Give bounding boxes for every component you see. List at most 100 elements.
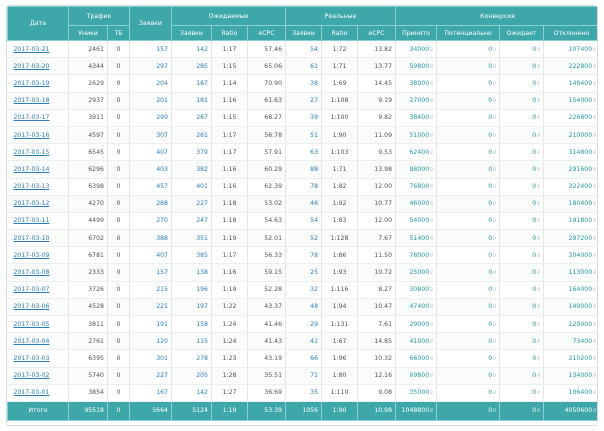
cell-real-leads[interactable]: 32 xyxy=(285,281,323,299)
cell-leads[interactable]: 388 xyxy=(129,229,172,248)
cell-leads[interactable]: 167 xyxy=(129,384,172,402)
cell-leads[interactable]: 191 xyxy=(129,315,172,334)
cell-leads[interactable]: 204 xyxy=(129,74,172,93)
cell-rejected[interactable]: 297200₽ xyxy=(543,229,597,248)
cell-rejected[interactable]: 226800₽ xyxy=(543,109,597,127)
col-header-date[interactable]: Дата xyxy=(7,6,69,41)
cell-expected-leads[interactable]: 278 xyxy=(171,349,212,368)
cell-expected-leads[interactable]: 187 xyxy=(171,74,212,93)
cell-accepted[interactable]: 46000₽ xyxy=(395,195,438,213)
cell-real-leads[interactable]: 39 xyxy=(285,109,323,127)
cell-real-leads[interactable]: 46 xyxy=(285,195,323,213)
date-link[interactable]: 2017-03-05 xyxy=(7,315,69,334)
cell-waiting[interactable]: 0₽ xyxy=(499,143,545,162)
cell-potential[interactable]: 0₽ xyxy=(436,40,501,59)
cell-rejected[interactable]: 210200₽ xyxy=(543,349,597,368)
cell-rejected[interactable]: 304000₽ xyxy=(543,246,597,265)
cell-accepted[interactable]: 59800₽ xyxy=(395,57,438,76)
cell-real-leads[interactable]: 54 xyxy=(285,40,323,59)
cell-potential[interactable]: 0₽ xyxy=(436,315,501,334)
cell-leads[interactable]: 120 xyxy=(129,332,172,351)
cell-waiting[interactable]: 0₽ xyxy=(499,229,545,248)
cell-rejected[interactable]: 210000₽ xyxy=(543,126,597,145)
cell-expected-leads[interactable]: 379 xyxy=(171,143,212,162)
cell-potential[interactable]: 0₽ xyxy=(436,229,501,248)
cell-expected-leads[interactable]: 385 xyxy=(171,246,212,265)
cell-rejected[interactable]: 180400₽ xyxy=(543,195,597,213)
cell-potential[interactable]: 0₽ xyxy=(436,281,501,299)
cell-expected-leads[interactable]: 197 xyxy=(171,298,212,317)
cell-waiting[interactable]: 0₽ xyxy=(499,384,545,402)
date-link[interactable]: 2017-03-03 xyxy=(7,349,69,368)
cell-waiting[interactable]: 0₽ xyxy=(499,57,545,76)
cell-expected-leads[interactable]: 115 xyxy=(171,332,212,351)
cell-rejected[interactable]: 73400₽ xyxy=(543,332,597,351)
cell-accepted[interactable]: 62400₽ xyxy=(395,143,438,162)
cell-leads[interactable]: 221 xyxy=(129,298,172,317)
cell-leads[interactable]: 297 xyxy=(129,57,172,76)
cell-accepted[interactable]: 35000₽ xyxy=(395,384,438,402)
col-header-rejected[interactable]: Отклонено xyxy=(543,25,597,41)
cell-expected-leads[interactable]: 205 xyxy=(171,367,212,385)
cell-expected-leads[interactable]: 181 xyxy=(171,92,212,110)
cell-real-leads[interactable]: 25 xyxy=(285,263,323,282)
cell-waiting[interactable]: 0₽ xyxy=(499,92,545,110)
cell-expected-leads[interactable]: 227 xyxy=(171,195,212,213)
cell-accepted[interactable]: 51000₽ xyxy=(395,126,438,145)
cell-rejected[interactable]: 134000₽ xyxy=(543,367,597,385)
date-link[interactable]: 2017-03-01 xyxy=(7,384,69,402)
date-link[interactable]: 2017-03-09 xyxy=(7,246,69,265)
cell-waiting[interactable]: 0₽ xyxy=(499,367,545,385)
cell-rejected[interactable]: 106400₽ xyxy=(543,384,597,402)
cell-accepted[interactable]: 51400₽ xyxy=(395,229,438,248)
col-header-expected-ecpc[interactable]: eCPC xyxy=(246,25,287,41)
date-link[interactable]: 2017-03-18 xyxy=(7,92,69,110)
cell-real-leads[interactable]: 27 xyxy=(285,92,323,110)
date-link[interactable]: 2017-03-04 xyxy=(7,332,69,351)
date-link[interactable]: 2017-03-07 xyxy=(7,281,69,299)
cell-rejected[interactable]: 154000₽ xyxy=(543,92,597,110)
cell-real-leads[interactable]: 71 xyxy=(285,367,323,385)
cell-accepted[interactable]: 66000₽ xyxy=(395,349,438,368)
date-link[interactable]: 2017-03-12 xyxy=(7,195,69,213)
cell-rejected[interactable]: 149000₽ xyxy=(543,298,597,317)
cell-expected-leads[interactable]: 401 xyxy=(171,178,212,196)
cell-potential[interactable]: 0₽ xyxy=(436,143,501,162)
cell-waiting[interactable]: 0₽ xyxy=(499,332,545,351)
cell-expected-leads[interactable]: 267 xyxy=(171,109,212,127)
cell-waiting[interactable]: 0₽ xyxy=(499,126,545,145)
cell-waiting[interactable]: 0₽ xyxy=(499,246,545,265)
col-header-waiting[interactable]: Ожидает xyxy=(499,25,545,41)
cell-potential[interactable]: 0₽ xyxy=(436,246,501,265)
cell-rejected[interactable]: 314800₽ xyxy=(543,143,597,162)
col-header-uniques[interactable]: Уники xyxy=(68,25,108,41)
cell-leads[interactable]: 268 xyxy=(129,195,172,213)
cell-leads[interactable]: 215 xyxy=(129,281,172,299)
cell-leads[interactable]: 201 xyxy=(129,92,172,110)
cell-real-leads[interactable]: 29 xyxy=(285,315,323,334)
cell-real-leads[interactable]: 35 xyxy=(285,384,323,402)
col-header-real-leads[interactable]: Заявки xyxy=(285,25,323,41)
date-link[interactable]: 2017-03-20 xyxy=(7,57,69,76)
cell-leads[interactable]: 457 xyxy=(129,178,172,196)
cell-leads[interactable]: 299 xyxy=(129,109,172,127)
cell-accepted[interactable]: 30800₽ xyxy=(395,281,438,299)
cell-accepted[interactable]: 88000₽ xyxy=(395,160,438,179)
cell-expected-leads[interactable]: 158 xyxy=(171,315,212,334)
cell-leads[interactable]: 227 xyxy=(129,367,172,385)
cell-real-leads[interactable]: 54 xyxy=(285,212,323,231)
cell-waiting[interactable]: 0₽ xyxy=(499,160,545,179)
cell-accepted[interactable]: 69800₽ xyxy=(395,367,438,385)
date-link[interactable]: 2017-03-21 xyxy=(7,40,69,59)
cell-real-leads[interactable]: 51 xyxy=(285,126,323,145)
cell-accepted[interactable]: 78000₽ xyxy=(395,246,438,265)
cell-real-leads[interactable]: 78 xyxy=(285,178,323,196)
cell-expected-leads[interactable]: 142 xyxy=(171,40,212,59)
cell-accepted[interactable]: 34000₽ xyxy=(395,40,438,59)
cell-waiting[interactable]: 0₽ xyxy=(499,178,545,196)
cell-waiting[interactable]: 0₽ xyxy=(499,40,545,59)
cell-potential[interactable]: 0₽ xyxy=(436,298,501,317)
cell-rejected[interactable]: 222800₽ xyxy=(543,57,597,76)
cell-potential[interactable]: 0₽ xyxy=(436,74,501,93)
cell-accepted[interactable]: 47400₽ xyxy=(395,298,438,317)
